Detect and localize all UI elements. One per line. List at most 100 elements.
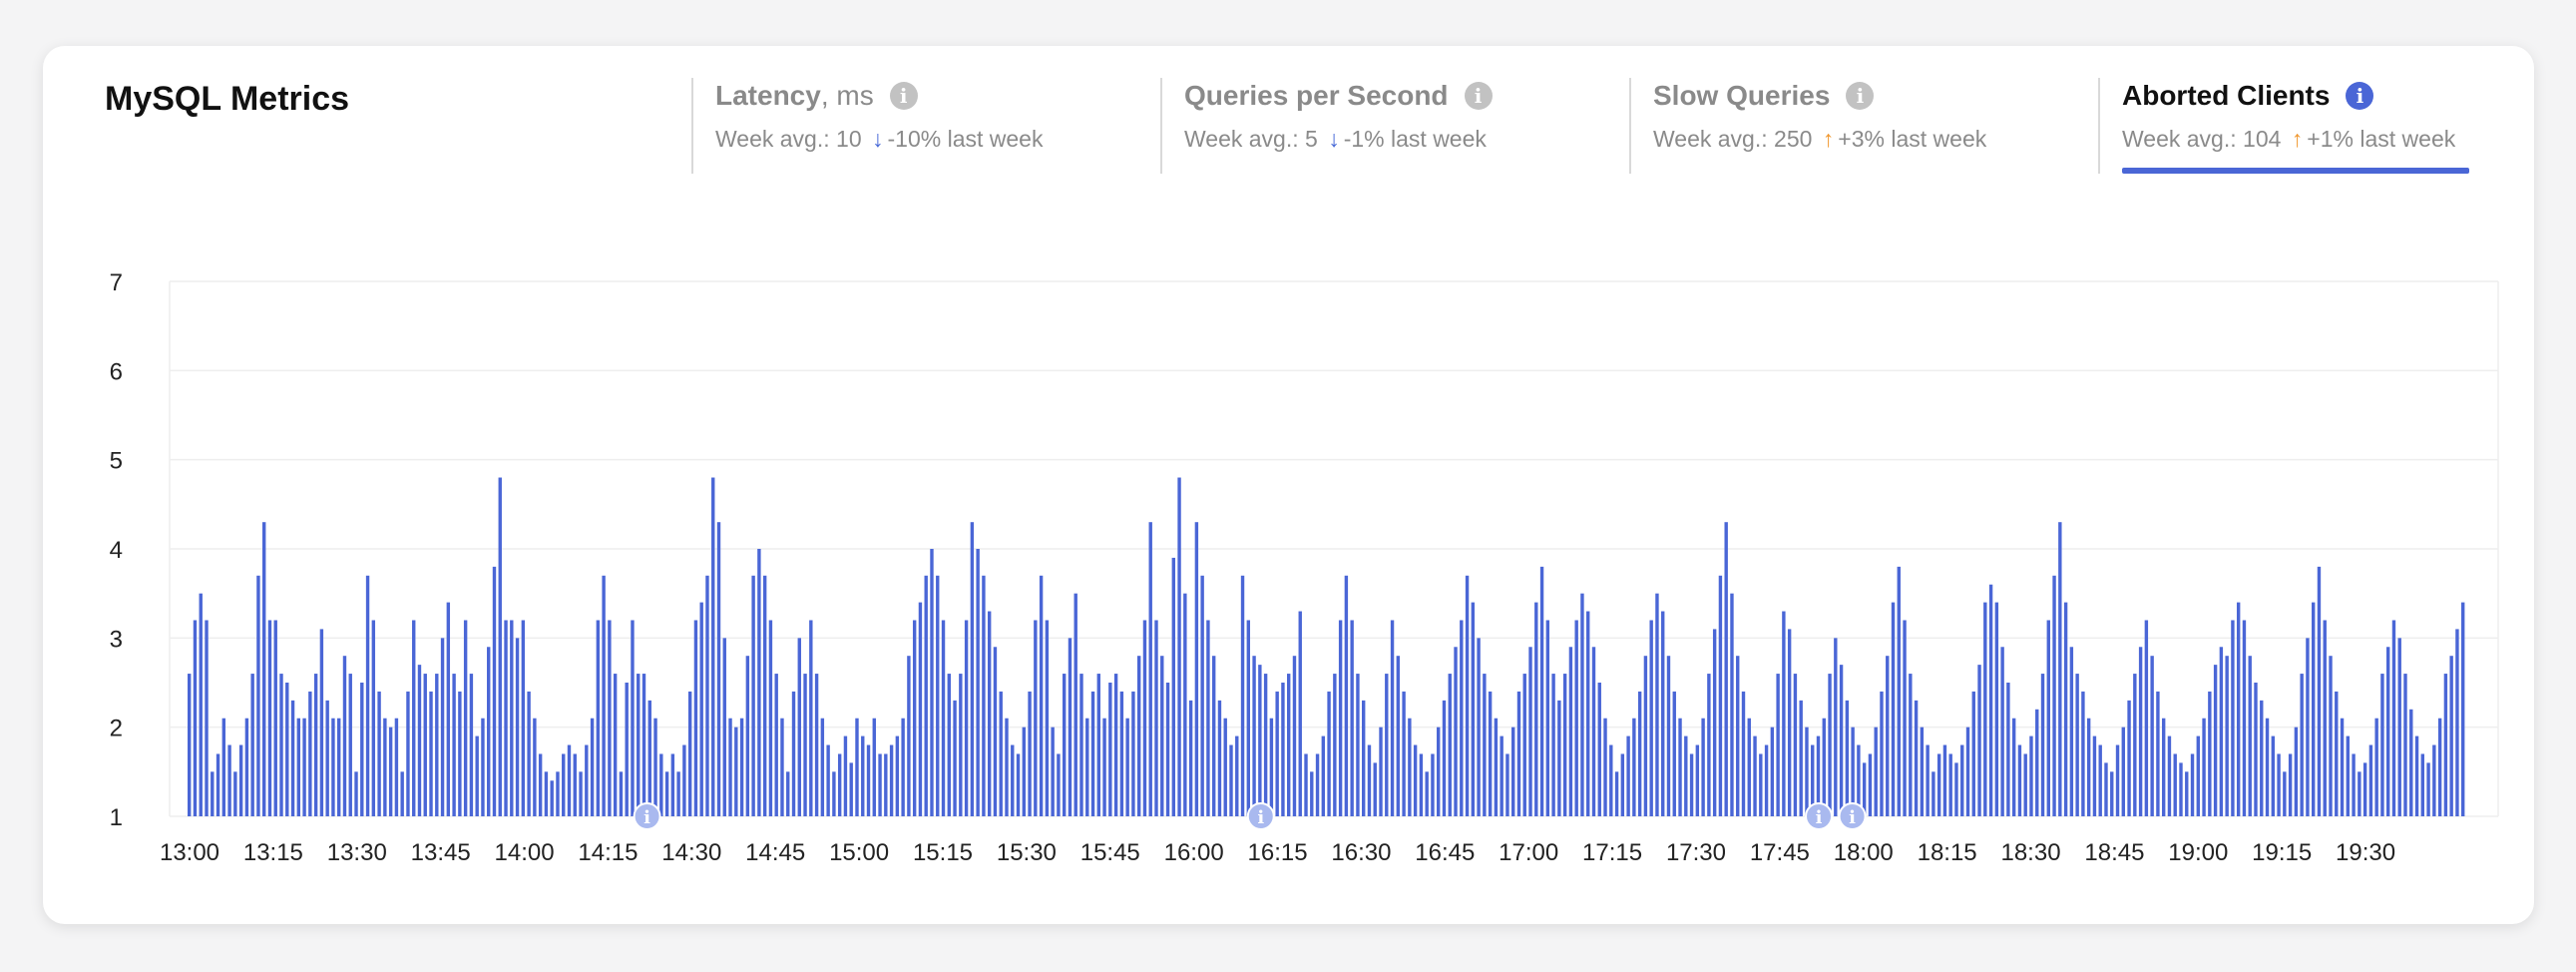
bar[interactable] <box>1483 674 1487 816</box>
bar[interactable] <box>1315 753 1320 816</box>
bar[interactable] <box>1718 575 1723 816</box>
bar[interactable] <box>2306 638 2310 816</box>
bar[interactable] <box>205 620 209 816</box>
bar[interactable] <box>1914 700 1919 816</box>
bar[interactable] <box>670 753 675 816</box>
bar[interactable] <box>613 674 618 816</box>
bar[interactable] <box>930 549 934 816</box>
bar[interactable] <box>2362 762 2367 816</box>
bar[interactable] <box>2023 753 2027 816</box>
bar[interactable] <box>2260 700 2264 816</box>
bar[interactable] <box>2329 656 2333 816</box>
bar[interactable] <box>417 665 422 816</box>
bar[interactable] <box>1932 771 1935 816</box>
tab-queries-per-second[interactable]: Queries per Second i Week avg.: 5 ↓ -1% la… <box>1160 78 1581 174</box>
bar[interactable] <box>1281 683 1285 816</box>
bar[interactable] <box>1730 593 1734 816</box>
bar[interactable] <box>1822 718 1826 816</box>
bar[interactable] <box>1073 593 1077 816</box>
bar[interactable] <box>999 691 1003 816</box>
bar[interactable] <box>809 620 813 816</box>
bar[interactable] <box>211 771 215 816</box>
bar[interactable] <box>1851 727 1855 816</box>
bar[interactable] <box>348 674 352 816</box>
bar[interactable] <box>406 691 410 816</box>
bar[interactable] <box>1776 674 1780 816</box>
bar[interactable] <box>1171 557 1176 816</box>
bar[interactable] <box>602 575 606 816</box>
bar[interactable] <box>1113 674 1118 816</box>
bar[interactable] <box>1960 744 1964 816</box>
bar[interactable] <box>1712 629 1717 816</box>
bar[interactable] <box>1753 735 1757 816</box>
bar[interactable] <box>1965 727 1970 816</box>
bar[interactable] <box>1350 620 1354 816</box>
bar[interactable] <box>682 744 686 816</box>
bar[interactable] <box>2121 727 2125 816</box>
bar[interactable] <box>435 674 439 816</box>
bar[interactable] <box>1258 665 1262 816</box>
bar[interactable] <box>1545 620 1550 816</box>
bar[interactable] <box>244 718 249 816</box>
bar[interactable] <box>2115 744 2120 816</box>
bar[interactable] <box>2335 691 2339 816</box>
bar[interactable] <box>2040 674 2045 816</box>
bar[interactable] <box>2254 683 2258 816</box>
bar[interactable] <box>533 718 537 816</box>
bar[interactable] <box>1367 744 1372 816</box>
bar[interactable] <box>2346 735 2351 816</box>
bar[interactable] <box>1707 674 1711 816</box>
bar[interactable] <box>1620 753 1625 816</box>
bar[interactable] <box>1292 656 1297 816</box>
bar[interactable] <box>579 771 583 816</box>
bar[interactable] <box>193 620 198 816</box>
bar[interactable] <box>1016 753 1021 816</box>
bar[interactable] <box>820 718 825 816</box>
bar[interactable] <box>884 753 888 816</box>
bar[interactable] <box>1936 753 1941 816</box>
bar[interactable] <box>492 566 497 816</box>
bar[interactable] <box>1057 753 1061 816</box>
bar[interactable] <box>1396 656 1401 816</box>
bar[interactable] <box>1085 718 1089 816</box>
bar[interactable] <box>1005 718 1009 816</box>
bar[interactable] <box>2397 638 2401 816</box>
bar[interactable] <box>412 620 416 816</box>
bar[interactable] <box>1136 656 1141 816</box>
bar[interactable] <box>250 674 254 816</box>
bar[interactable] <box>1165 683 1170 816</box>
bar[interactable] <box>1131 691 1135 816</box>
bar[interactable] <box>585 744 589 816</box>
bar[interactable] <box>1666 656 1671 816</box>
bar[interactable] <box>1488 691 1493 816</box>
bar[interactable] <box>959 674 963 816</box>
bar[interactable] <box>947 674 951 816</box>
bar[interactable] <box>481 718 485 816</box>
bar[interactable] <box>1160 656 1164 816</box>
bar[interactable] <box>1028 691 1032 816</box>
bar[interactable] <box>631 620 635 816</box>
bar[interactable] <box>1287 674 1291 816</box>
bar[interactable] <box>360 683 364 816</box>
bar[interactable] <box>803 674 807 816</box>
bar[interactable] <box>2196 735 2200 816</box>
bar[interactable] <box>388 727 393 816</box>
bar[interactable] <box>238 744 243 816</box>
bar[interactable] <box>487 647 491 816</box>
bar[interactable] <box>1045 620 1050 816</box>
bar[interactable] <box>878 753 882 816</box>
bar[interactable] <box>987 611 992 816</box>
bar[interactable] <box>1217 700 1222 816</box>
bar[interactable] <box>2104 762 2108 816</box>
bar[interactable] <box>1862 762 1867 816</box>
bar[interactable] <box>1373 762 1377 816</box>
bar[interactable] <box>664 771 669 816</box>
bar[interactable] <box>1799 700 1803 816</box>
bar[interactable] <box>596 620 601 816</box>
bar[interactable] <box>2323 620 2327 816</box>
bar[interactable] <box>423 674 427 816</box>
bar[interactable] <box>1437 727 1441 816</box>
bar[interactable] <box>2385 647 2390 816</box>
bar[interactable] <box>498 477 502 816</box>
bar[interactable] <box>1909 674 1913 816</box>
